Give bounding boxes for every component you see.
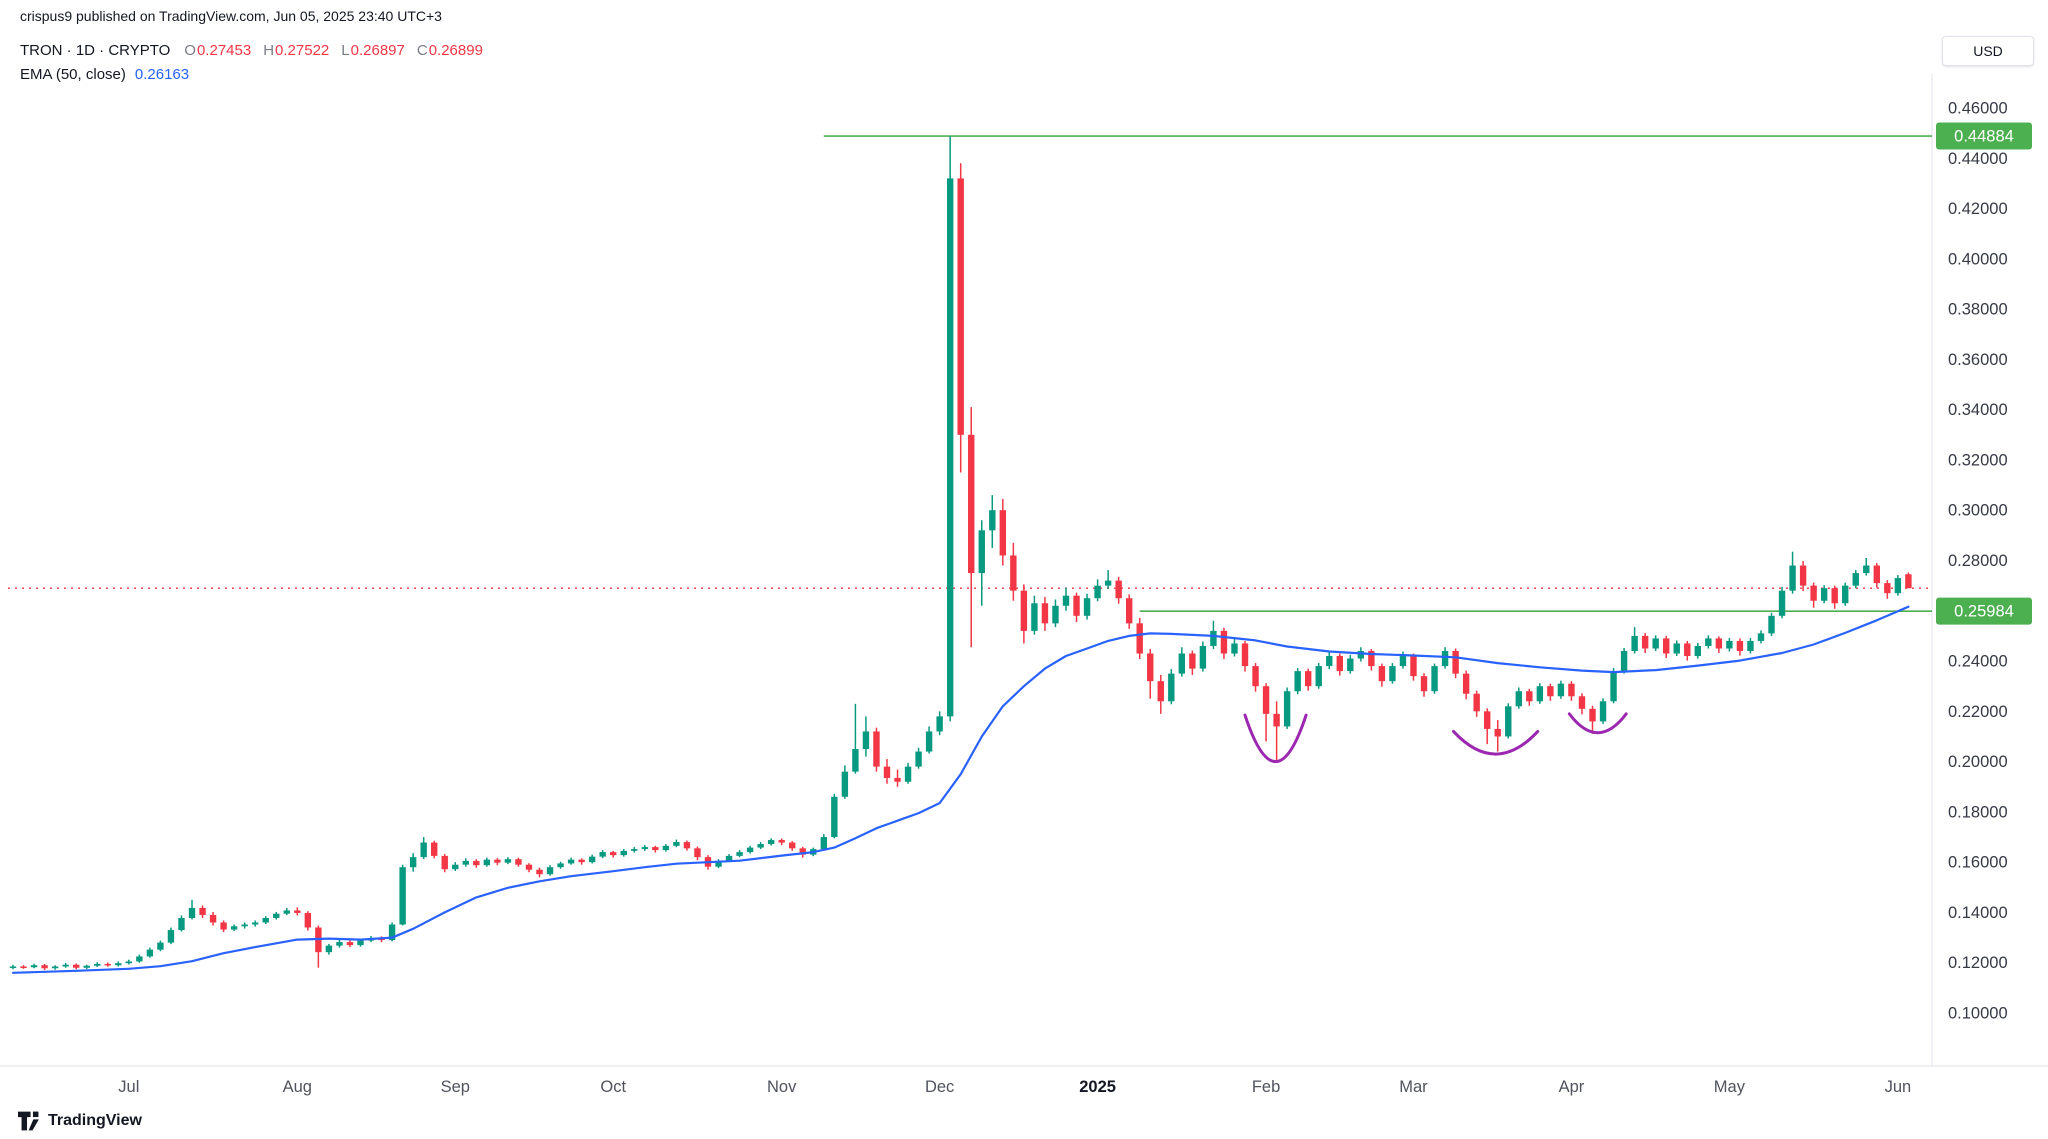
svg-text:0.25984: 0.25984 (1954, 603, 2014, 621)
symbol-title[interactable]: TRON · 1D · CRYPTO (20, 41, 171, 59)
ohlc-close-value: 0.26899 (428, 41, 483, 59)
ohlc-close-letter: C (416, 41, 428, 59)
ohlc-low: L0.26897 (341, 42, 405, 59)
ohlc-open-value: 0.27453 (196, 41, 252, 59)
price-tick: 0.28000 (1948, 552, 2008, 570)
time-label-Oct: Oct (600, 1078, 626, 1096)
symbol-row: TRON · 1D · CRYPTO O0.27453 H0.27522 L0.… (20, 40, 483, 60)
indicator-row[interactable]: EMA (50, close) 0.26163 (20, 65, 483, 83)
price-scale-labels: 0.46000 0.44000 0.42000 0.40000 0.38000 0.360… (1948, 100, 2008, 1023)
time-label-May: May (1714, 1078, 1746, 1096)
series-candles (9, 136, 1912, 971)
price-tick: 0.38000 (1948, 301, 2008, 319)
price-tick: 0.42000 (1948, 200, 2008, 218)
price-label-0.44884[interactable]: 0.44884 (1936, 122, 2032, 150)
ohlc-high-letter: H (263, 41, 275, 59)
price-tick: 0.32000 (1948, 451, 2008, 469)
time-label-Dec: Dec (925, 1078, 954, 1096)
price-tick: 0.44000 (1948, 150, 2008, 168)
ohlc-open: O0.27453 (184, 42, 251, 59)
currency-toggle-button[interactable]: USD (1942, 36, 2034, 66)
time-label-Aug: Aug (283, 1078, 312, 1096)
indicator-name: EMA (50, close) (20, 65, 126, 83)
time-label-Feb: Feb (1252, 1078, 1280, 1096)
time-label-Jun: Jun (1885, 1078, 1912, 1096)
time-label-Apr: Apr (1559, 1078, 1585, 1096)
ohlc-low-value: 0.26897 (350, 41, 405, 59)
price-tick: 0.40000 (1948, 250, 2008, 268)
price-tick: 0.12000 (1948, 954, 2008, 972)
time-label-Jul: Jul (118, 1078, 139, 1096)
watermark-label: TradingView (48, 1112, 142, 1129)
price-tick: 0.36000 (1948, 351, 2008, 369)
tradingview-watermark[interactable]: TradingView (18, 1111, 142, 1131)
chart-plot-area[interactable] (0, 0, 1932, 1066)
time-label-Nov: Nov (767, 1078, 797, 1096)
price-tick: 0.30000 (1948, 502, 2008, 520)
time-label-2025: 2025 (1079, 1078, 1116, 1096)
ohlc-values: O0.27453 H0.27522 L0.26897 C0.26899 (184, 42, 483, 59)
ohlc-high: H0.27522 (263, 42, 329, 59)
tradingview-logo-icon (18, 1111, 39, 1131)
time-label-Sep: Sep (441, 1078, 470, 1096)
arc-annotation-1[interactable] (1243, 713, 1308, 763)
arc-annotation-3[interactable] (1567, 712, 1628, 735)
price-tick: 0.14000 (1948, 904, 2008, 922)
price-tick: 0.18000 (1948, 803, 2008, 821)
indicator-value: 0.26163 (134, 65, 190, 83)
arc-annotation-2[interactable] (1452, 729, 1540, 756)
ohlc-low-letter: L (341, 41, 350, 59)
ohlc-close: C0.26899 (417, 42, 483, 59)
price-label-0.25984[interactable]: 0.25984 (1936, 597, 2032, 625)
price-tick: 0.34000 (1948, 401, 2008, 419)
ohlc-open-letter: O (184, 41, 196, 59)
time-label-Mar: Mar (1399, 1078, 1428, 1096)
price-tick: 0.22000 (1948, 703, 2008, 721)
price-tick: 0.20000 (1948, 753, 2008, 771)
time-scale[interactable] (0, 1066, 2048, 1139)
ohlc-high-value: 0.27522 (275, 41, 330, 59)
time-scale-labels: Jul Aug Sep Oct Nov Dec 2025 Feb Mar Apr May Jun (118, 1078, 1911, 1096)
price-tick: 0.46000 (1948, 100, 2008, 118)
svg-text:0.44884: 0.44884 (1954, 128, 2014, 146)
chart-legend: TRON · 1D · CRYPTO O0.27453 H0.27522 L0.… (20, 40, 483, 83)
price-tick: 0.10000 (1948, 1005, 2008, 1023)
ema-line (11, 605, 1910, 974)
price-tick: 0.16000 (1948, 854, 2008, 872)
price-tick: 0.24000 (1948, 653, 2008, 671)
publish-info: crispus9 published on TradingView.com, J… (20, 8, 442, 24)
